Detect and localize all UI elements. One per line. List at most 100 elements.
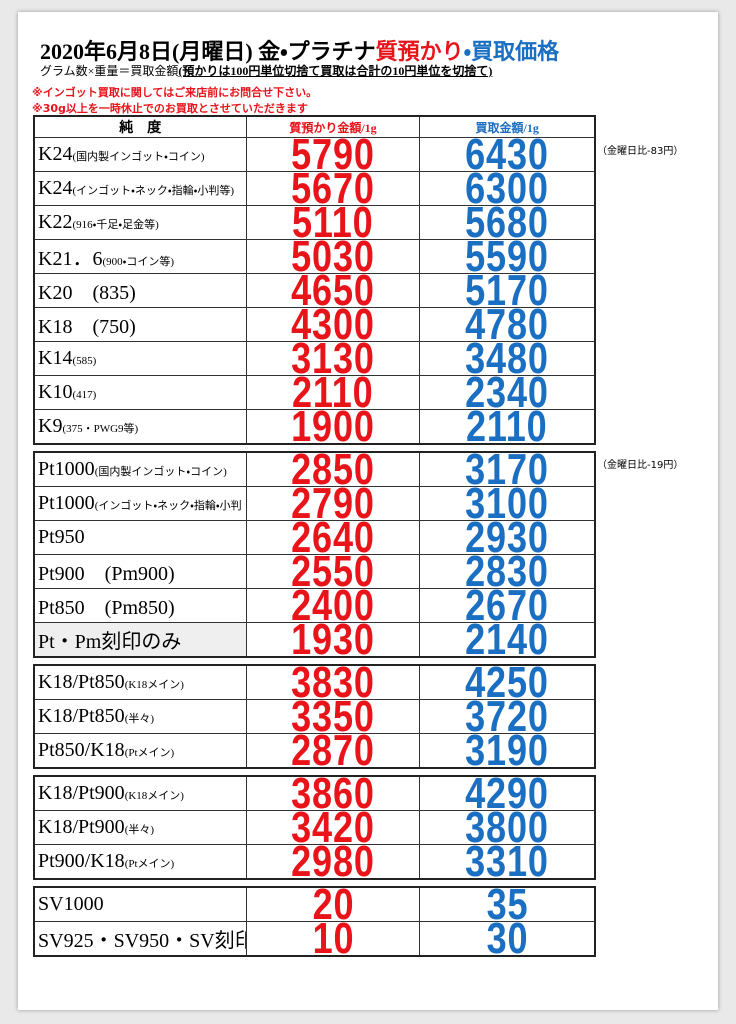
purity-note: (Ptメイン) [124, 747, 175, 759]
pawn-cell: 1900 [245, 402, 421, 451]
pawn-price: 3420 [291, 803, 375, 852]
purity-name: Pt1000 [38, 492, 95, 514]
pawn-price: 1900 [291, 402, 375, 451]
pawn-price: 2790 [291, 479, 375, 528]
purity-name: K10 [38, 381, 73, 403]
purity-cell: Pt900 (Pm900) [33, 554, 247, 589]
buy-cell: 3720 [419, 695, 596, 739]
purity-note: (900・コイン等) [102, 256, 175, 268]
buy-cell: 5590 [419, 235, 596, 279]
pawn-price: 2110 [292, 368, 374, 417]
pawn-cell: 5670 [245, 167, 421, 211]
purity-name: K14 [38, 347, 73, 369]
pawn-price: 2640 [291, 513, 375, 562]
purity-cell: K18/Pt850(K18メイン) [33, 664, 247, 700]
buy-price: 6430 [465, 130, 550, 179]
formula: グラム数×重量＝買取金額(預かりは100円単位切捨て買取は合計の10円単位を切捨… [40, 62, 492, 79]
purity-cell: K22(916・千足・足金等) [33, 205, 247, 240]
purity-cell: K10(417) [33, 375, 247, 410]
purity-cell: K9(375・PWG9等) [33, 409, 247, 445]
buy-price: 2830 [465, 547, 550, 596]
pawn-price: 3830 [291, 658, 375, 707]
pawn-cell: 5790 [245, 133, 421, 177]
formula-note: (預かりは100円単位切捨て買取は合計の10円単位を切捨て) [178, 64, 493, 78]
price-row: Pt900 (Pm900) 2550 2830 [33, 547, 596, 596]
buy-price: 3100 [465, 479, 550, 528]
comparison-note: （金曜日比-83円） [597, 145, 684, 157]
buy-price: 3190 [465, 726, 550, 775]
purity-note: (国内製インゴット・コイン) [72, 151, 205, 163]
pawn-cell: 2980 [245, 840, 421, 884]
purity-note: (インゴット・ネック・指輪・小判等) [72, 185, 234, 197]
price-row: Pt850/K18(Ptメイン) 2870 3190 [33, 726, 596, 775]
buy-cell: 2340 [419, 368, 596, 417]
pawn-cell: 3860 [245, 769, 421, 818]
purity-name: Pt950 [38, 526, 85, 548]
price-tables: 純 度質預かり金額/1g 買取金額/1g K24(国内製インゴット・コイン) 5790… [33, 115, 596, 963]
comparison-note: （金曜日比-19円） [597, 460, 684, 471]
price-row: Pt1000(インゴット・ネック・指輪・小判 2790 3100 [33, 479, 596, 528]
pawn-price: 3860 [291, 769, 375, 818]
pawn-cell: 3130 [245, 337, 421, 381]
price-row: Pt・Pm刻印のみ 1930 2140 [33, 615, 596, 664]
buy-price: 3800 [465, 803, 550, 852]
pawn-price: 10 [312, 914, 354, 963]
purity-name: K18/Pt900 [38, 816, 125, 838]
purity-name: Pt900 (Pm900) [38, 563, 175, 585]
price-table: K18/Pt850(K18メイン) 3830 4250 K18/Pt850(半々) 33… [33, 658, 596, 775]
purity-cell: K24(国内製インゴット・コイン) [33, 137, 247, 172]
pawn-cell: 4300 [245, 303, 421, 347]
header-row: 純 度質預かり金額/1g 買取金額/1g [33, 115, 596, 138]
purity-name: K18/Pt900 [38, 782, 125, 804]
pawn-price: 2550 [291, 547, 375, 596]
purity-name: SV925・SV950・SV刻印 [38, 930, 247, 952]
purity-note: (半々) [124, 824, 155, 836]
sheet: 2020年6月8日(月曜日) 金・プラチナ質預かり・買取価格 グラム数×重量＝買… [18, 12, 718, 1010]
purity-name: SV1000 [38, 893, 104, 915]
pawn-price: 4650 [291, 266, 375, 315]
formula-text: グラム数×重量＝買取金額 [40, 64, 179, 78]
buy-price: 4290 [465, 769, 550, 818]
pawn-cell: 2550 [245, 547, 421, 596]
buy-cell: 2140 [419, 615, 596, 664]
buy-price: 3310 [465, 837, 550, 886]
price-table: K18/Pt900(K18メイン) 3860 4290 K18/Pt900(半々) 34… [33, 769, 596, 886]
price-row: K9(375・PWG9等) 1900 2110 [33, 402, 596, 451]
notice: ※インゴット買取に関してはご来店前にお問合せ下さい。 [32, 86, 318, 99]
pawn-cell: 2400 [245, 584, 421, 628]
buy-cell: 2930 [419, 516, 596, 560]
buy-price: 2140 [465, 615, 550, 664]
purity-cell: K18/Pt850(半々) [33, 699, 247, 734]
pawn-price: 5110 [292, 198, 374, 247]
purity-note: (417) [72, 389, 97, 401]
buy-cell: 2110 [419, 402, 596, 451]
price-row: SV925・SV950・SV刻印 10 30 [33, 914, 596, 963]
price-table: Pt1000(国内製インゴット・コイン) 2850 3170 Pt1000(インゴット… [33, 448, 596, 664]
purity-cell: SV925・SV950・SV刻印 [33, 921, 247, 957]
pawn-cell: 2790 [245, 479, 421, 528]
price-row: Pt950 2640 2930 [33, 513, 596, 562]
purity-cell: K18/Pt900(K18メイン) [33, 775, 247, 811]
purity-name: K22 [38, 211, 73, 233]
title-buy: ・買取価格 [463, 39, 560, 64]
purity-note: (916・千足・足金等) [72, 219, 159, 231]
price-row: Pt1000(国内製インゴット・コイン) 2850 3170 [33, 448, 596, 492]
pawn-cell: 10 [245, 914, 421, 963]
purity-note: (375・PWG9等) [62, 423, 139, 435]
purity-note: (585) [72, 355, 97, 367]
pawn-cell: 2110 [245, 368, 421, 417]
purity-cell: K20 (835) [33, 273, 247, 308]
purity-cell: Pt900/K18(Ptメイン) [33, 844, 247, 880]
purity-cell: K18/Pt900(半々) [33, 810, 247, 845]
pawn-cell: 2850 [245, 448, 421, 492]
pawn-price: 3350 [291, 692, 375, 741]
purity-name: Pt1000 [38, 458, 95, 480]
buy-price: 4780 [465, 300, 550, 349]
buy-price: 3480 [465, 334, 550, 383]
buy-price: 2110 [466, 402, 549, 451]
pawn-cell: 2870 [245, 729, 421, 773]
column-header: 純 度 [33, 115, 247, 138]
title-pawn: 質預かり [375, 39, 464, 64]
buy-price: 2340 [465, 368, 550, 417]
purity-name: Pt850 (Pm850) [38, 597, 175, 619]
